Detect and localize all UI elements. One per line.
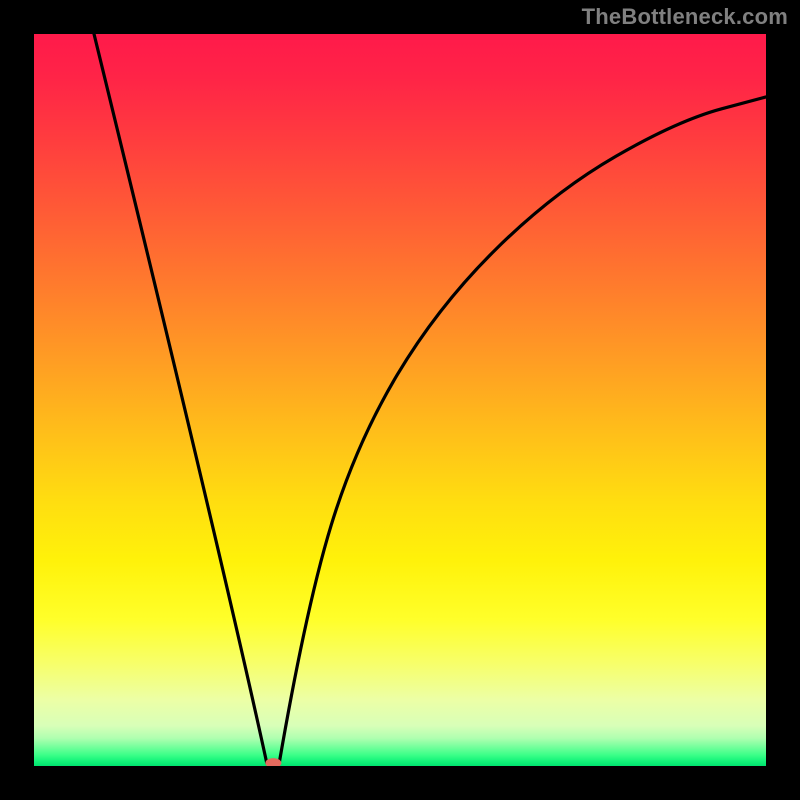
plot-area [34, 34, 766, 766]
plot-svg [34, 34, 766, 766]
curve-right-branch [279, 97, 766, 763]
chart-frame: TheBottleneck.com [0, 0, 800, 800]
curve-left-branch [94, 34, 267, 763]
watermark-label: TheBottleneck.com [582, 4, 788, 30]
